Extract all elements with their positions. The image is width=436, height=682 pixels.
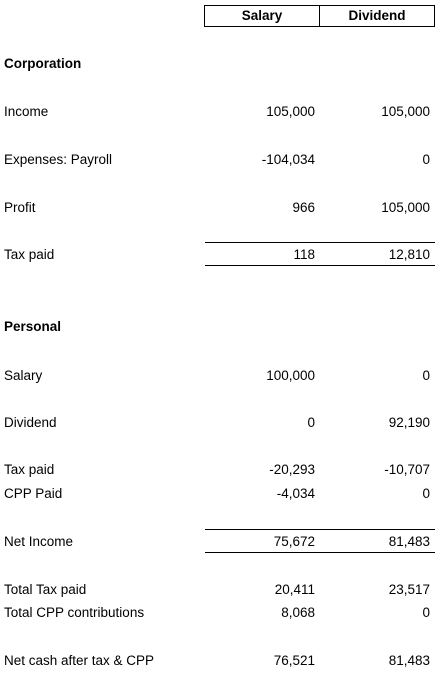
profit-dividend-value: 105,000	[381, 200, 430, 215]
personal-tax-paid-label: Tax paid	[4, 462, 55, 477]
total-cpp-label: Total CPP contributions	[4, 605, 145, 620]
total-cpp-dividend-value: 0	[422, 605, 430, 620]
cpp-paid-label: CPP Paid	[4, 486, 63, 501]
income-dividend-value: 105,000	[381, 104, 430, 119]
net-income-top-rule	[205, 529, 435, 530]
total-tax-salary-value: 20,411	[274, 582, 315, 597]
corp-tax-top-rule	[205, 242, 435, 243]
corporation-heading: Corporation	[4, 56, 82, 71]
net-income-dividend-value: 81,483	[388, 534, 430, 549]
profit-salary-value: 966	[292, 200, 315, 215]
personal-heading: Personal	[4, 319, 62, 334]
dividend-row-label: Dividend	[4, 415, 57, 430]
total-tax-paid-label: Total Tax paid	[4, 582, 87, 597]
cpp-paid-dividend-value: 0	[422, 486, 430, 501]
expenses-salary-value: -104,034	[261, 152, 315, 167]
salary-row-salary-value: 100,000	[266, 368, 315, 383]
expenses-payroll-label: Expenses: Payroll	[4, 152, 113, 167]
salary-row-dividend-value: 0	[422, 368, 430, 383]
net-income-salary-value: 75,672	[273, 534, 315, 549]
dividend-column-header: Dividend	[319, 5, 435, 27]
salary-row-label: Salary	[4, 368, 43, 383]
corp-tax-bottom-rule	[205, 265, 435, 266]
expenses-dividend-value: 0	[422, 152, 430, 167]
dividend-row-dividend-value: 92,190	[388, 415, 430, 430]
profit-label: Profit	[4, 200, 36, 215]
total-tax-dividend-value: 23,517	[388, 582, 430, 597]
net-cash-dividend-value: 81,483	[388, 653, 430, 668]
net-cash-salary-value: 76,521	[273, 653, 315, 668]
income-label: Income	[4, 104, 49, 119]
corp-tax-salary-value: 118	[293, 247, 315, 262]
corp-tax-dividend-value: 12,810	[388, 247, 430, 262]
cpp-paid-salary-value: -4,034	[276, 486, 315, 501]
salary-column-header: Salary	[204, 5, 320, 27]
income-salary-value: 105,000	[266, 104, 315, 119]
net-income-bottom-rule	[205, 552, 435, 553]
personal-tax-salary-value: -20,293	[269, 462, 315, 477]
dividend-row-salary-value: 0	[307, 415, 315, 430]
net-income-label: Net Income	[4, 534, 74, 549]
net-cash-label: Net cash after tax & CPP	[4, 653, 155, 668]
total-cpp-salary-value: 8,068	[281, 605, 315, 620]
corp-tax-paid-label: Tax paid	[4, 247, 55, 262]
personal-tax-dividend-value: -10,707	[384, 462, 430, 477]
